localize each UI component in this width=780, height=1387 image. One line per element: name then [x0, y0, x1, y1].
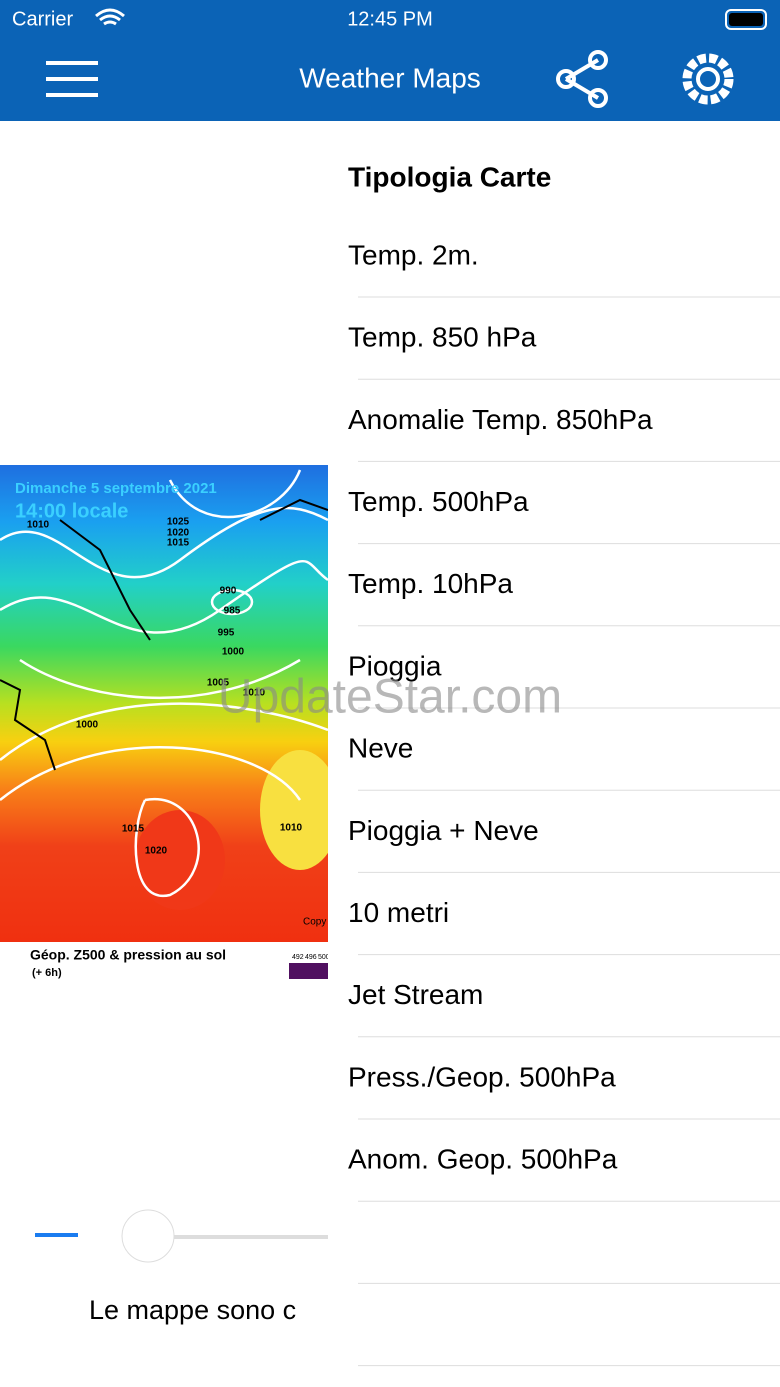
settings-button[interactable]: [682, 53, 734, 105]
scale-label: 500: [318, 954, 330, 961]
isobar-label: 1010: [243, 688, 266, 699]
isobar-label: 1015: [167, 538, 190, 549]
menu-item: Pioggia: [348, 650, 442, 681]
menu-item: Pioggia + Neve: [348, 815, 539, 846]
map-caption: Géop. Z500 & pression au sol: [30, 947, 226, 963]
scale-label: 496: [305, 954, 317, 961]
wifi-icon: [95, 8, 125, 26]
watermark: UpdateStar.com: [218, 671, 562, 724]
menu-title: Tipologia Carte: [348, 161, 551, 192]
isobar-label: 1005: [207, 678, 230, 689]
map-scale-bar: [289, 963, 328, 979]
nav-bar: [0, 0, 780, 121]
menu-item: Neve: [348, 733, 413, 764]
isobar-label: 985: [224, 606, 241, 617]
isobar-label: 1020: [145, 846, 168, 857]
menu-item: Anomalie Temp. 850hPa: [348, 404, 653, 435]
weather-map: [0, 465, 328, 942]
scale-label: 492: [292, 954, 304, 961]
menu-button[interactable]: [46, 61, 98, 97]
menu-items: Temp. 2m. Temp. 850 hPa Anomalie Temp. 850…: [348, 239, 780, 1367]
menu-item: Temp. 10hPa: [348, 568, 513, 599]
isobar-label: 1020: [167, 528, 190, 539]
nav-title: Weather Maps: [299, 62, 481, 93]
map-date: Dimanche 5 septembre 2021: [15, 480, 217, 497]
menu-item: Temp. 850 hPa: [348, 322, 537, 353]
isobar-label: 1000: [76, 720, 99, 731]
battery-level: [729, 13, 763, 26]
isobar-labels: 1010 102510201015990985995100010051010100…: [27, 517, 303, 857]
map-copyright: Copy: [303, 917, 326, 928]
battery-icon: [725, 9, 767, 30]
map-caption-sub: (+ 6h): [32, 967, 62, 979]
menu-item: Anom. Geop. 500hPa: [348, 1144, 618, 1175]
share-button[interactable]: [556, 50, 608, 108]
slider-thumb[interactable]: [121, 1209, 175, 1263]
isobar-label: 990: [220, 586, 237, 597]
side-menu: [328, 121, 780, 1387]
menu-item: Press./Geop. 500hPa: [348, 1061, 616, 1092]
map-scale: 492 496 500: [292, 954, 330, 961]
isobar-label: 1000: [222, 647, 245, 658]
isobar-label: 1010: [27, 520, 50, 531]
clock: 12:45 PM: [347, 8, 433, 30]
menu-item: Jet Stream: [348, 979, 483, 1010]
menu-item: 10 metri: [348, 897, 449, 928]
carrier: Carrier: [12, 8, 73, 30]
isobar-label: 1015: [122, 824, 145, 835]
isobar-label: 1025: [167, 517, 190, 528]
footer-text: Le mappe sono c: [89, 1295, 296, 1325]
menu-item: Temp. 2m.: [348, 239, 479, 270]
isobar-label: 995: [218, 628, 235, 639]
menu-item: Temp. 500hPa: [348, 486, 529, 517]
isobar-label: 1010: [280, 823, 303, 834]
map-time: 14:00 locale: [15, 500, 128, 522]
